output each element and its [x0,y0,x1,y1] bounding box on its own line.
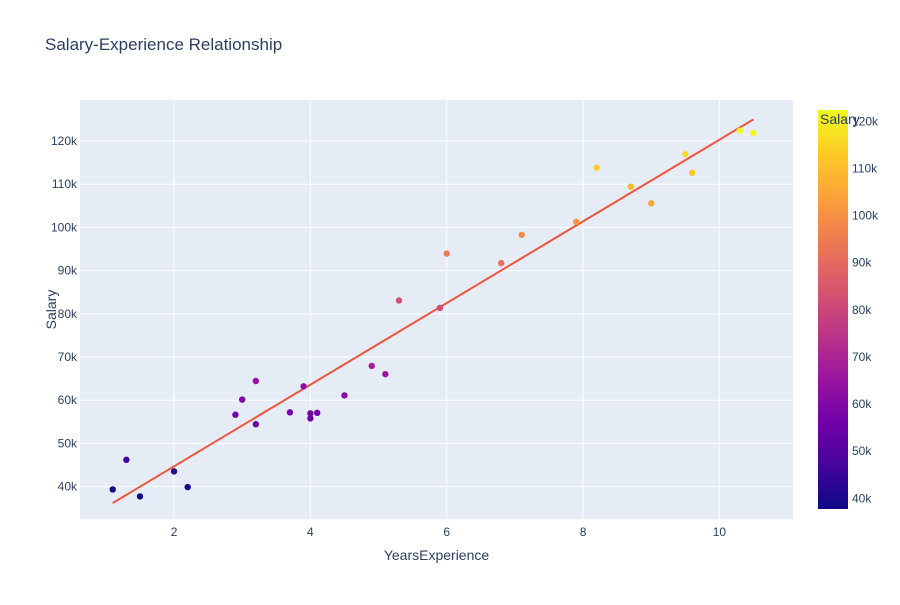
data-point [498,259,505,267]
scatter-points [109,127,757,500]
data-point [573,218,580,226]
colorbar-title: Salary [820,111,860,127]
data-point [239,396,246,403]
trendline [112,118,754,504]
data-point [184,483,191,491]
colorbar-tick-label: 100k [852,209,879,223]
data-point [109,486,116,493]
data-point [232,411,239,418]
colorbar-tick-label: 90k [852,256,872,270]
colorbar-ticks: 40k 50k 60k 70k 80k 90k 100k 110k 120k [852,114,879,505]
data-point [736,127,744,134]
y-tick-label: 90k [58,264,78,278]
x-tick-label: 2 [171,525,178,539]
data-point [300,383,307,390]
data-point [286,409,294,416]
data-point [518,231,525,239]
colorbar-tick-label: 60k [852,397,872,411]
data-point [750,129,757,137]
data-point [252,421,260,428]
x-axis-title: YearsExperience [384,547,490,563]
x-tick-label: 10 [713,525,727,539]
trendline-group [112,118,754,504]
data-point [252,377,260,385]
x-tick-label: 4 [307,525,314,539]
data-point [307,415,314,422]
data-point [627,183,634,190]
data-point [648,200,655,207]
data-point [443,250,450,257]
x-axis-ticks: 2 4 6 8 10 [171,525,727,539]
data-point [395,297,403,304]
y-tick-label: 40k [58,480,78,494]
data-point [314,409,321,417]
data-point [368,362,375,370]
y-tick-label: 60k [58,393,78,407]
colorbar-gradient [818,110,848,509]
data-point [688,169,696,177]
colorbar-tick-label: 70k [852,350,872,364]
data-point [436,304,444,312]
data-point [382,370,389,378]
y-tick-label: 70k [58,350,78,364]
colorbar-tick-label: 80k [852,303,872,317]
data-point [123,456,130,464]
y-axis-title: Salary [43,290,59,330]
data-point [136,493,144,500]
data-point [170,468,178,475]
colorbar: Salary 40k 50k 60k 70k 80k 90k 100k 110k 120k [818,110,879,509]
colorbar-tick-label: 40k [852,491,872,505]
y-tick-label: 80k [58,307,78,321]
y-tick-label: 100k [51,220,78,234]
y-tick-label: 120k [51,134,78,148]
colorbar-tick-label: 110k [852,161,878,175]
colorbar-tick-label: 50k [852,444,872,458]
data-point [341,392,348,399]
data-point [682,150,689,158]
y-tick-label: 50k [58,436,78,450]
y-axis-ticks: 40k 50k 60k 70k 80k 90k 100k 110k 120k [51,134,78,494]
x-tick-label: 6 [443,525,450,539]
x-tick-label: 8 [580,525,587,539]
colorbar-tick-label: 120k [852,114,879,128]
data-point [593,164,600,171]
gridlines [80,100,793,519]
data-point [307,410,314,417]
chart-title: Salary-Experience Relationship [45,35,282,54]
y-tick-label: 110k [52,177,78,191]
